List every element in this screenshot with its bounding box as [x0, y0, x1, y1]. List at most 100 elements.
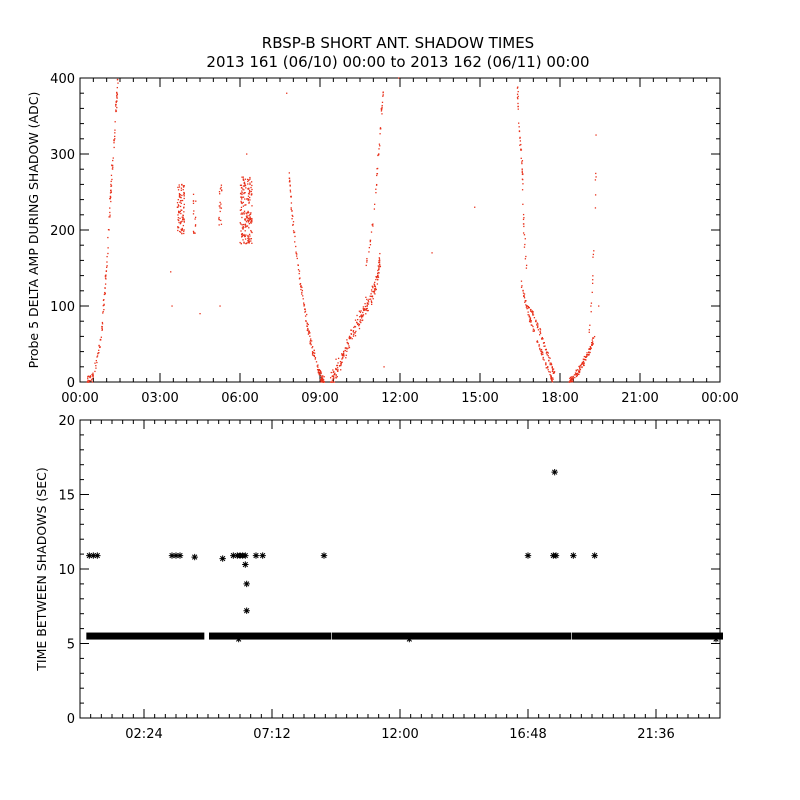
data-point	[179, 201, 181, 204]
data-point	[182, 186, 185, 188]
data-point	[318, 369, 320, 372]
data-point	[318, 373, 320, 376]
data-point	[177, 186, 179, 189]
x-tick-label: 18:00	[541, 391, 578, 406]
data-point	[336, 364, 338, 367]
data-point	[192, 202, 195, 205]
data-point	[541, 338, 543, 340]
data-point	[581, 366, 583, 368]
data-point	[542, 353, 544, 355]
data-point	[347, 347, 349, 349]
data-point	[243, 241, 245, 243]
data-point	[323, 381, 325, 383]
data-point	[381, 106, 383, 108]
data-point	[219, 210, 221, 213]
data-point	[246, 215, 248, 218]
data-point	[183, 229, 185, 231]
data-point	[575, 375, 578, 378]
data-point	[357, 318, 359, 321]
data-point	[353, 333, 355, 336]
data-point	[299, 277, 301, 279]
data-point	[241, 192, 243, 194]
data-point	[178, 211, 180, 214]
data-point	[250, 220, 253, 222]
data-point	[592, 341, 594, 343]
data-point	[246, 153, 248, 155]
data-point	[116, 100, 118, 102]
data-point	[191, 553, 198, 561]
data-point	[316, 365, 318, 367]
data-point	[179, 194, 182, 196]
data-point	[250, 238, 253, 240]
data-point	[319, 371, 321, 373]
data-point	[101, 321, 104, 324]
data-point	[529, 319, 531, 321]
data-point	[359, 320, 361, 323]
data-point	[373, 283, 375, 285]
data-point	[406, 635, 413, 643]
data-point	[88, 379, 90, 382]
data-point	[545, 367, 547, 369]
y-tick-label: 20	[58, 414, 75, 429]
data-point	[538, 345, 540, 347]
data-point	[540, 350, 542, 352]
data-point	[192, 200, 195, 202]
data-point	[335, 377, 337, 379]
data-point	[183, 185, 186, 187]
data-point	[248, 227, 250, 229]
data-point	[244, 238, 247, 240]
data-point	[250, 212, 252, 214]
data-point	[333, 376, 335, 378]
data-point	[251, 217, 253, 220]
data-point	[321, 379, 323, 382]
data-point	[320, 381, 323, 383]
plot-frame	[79, 419, 721, 719]
data-point	[539, 347, 541, 350]
data-point	[595, 134, 597, 136]
data-point	[116, 78, 119, 81]
data-point	[178, 219, 180, 222]
data-point	[298, 270, 301, 272]
data-point	[95, 359, 97, 362]
data-point	[109, 214, 111, 216]
data-point	[299, 283, 301, 285]
data-point	[321, 375, 323, 378]
data-point	[320, 374, 322, 377]
data-point	[114, 121, 116, 123]
data-point	[92, 372, 94, 374]
data-point	[580, 364, 582, 366]
data-point	[298, 278, 301, 280]
data-point	[337, 370, 339, 372]
data-point	[248, 193, 251, 195]
data-point	[551, 468, 558, 476]
data-point	[354, 335, 357, 337]
data-point	[338, 365, 341, 367]
data-point	[356, 314, 358, 317]
data-point	[377, 154, 379, 157]
data-point	[522, 218, 525, 221]
data-point	[105, 270, 107, 273]
data-point	[358, 327, 361, 330]
data-point	[523, 246, 526, 248]
data-point	[244, 191, 246, 194]
data-point	[335, 376, 337, 378]
data-point	[552, 377, 554, 379]
data-point	[517, 95, 519, 98]
data-point	[248, 239, 250, 241]
data-point	[533, 329, 535, 331]
data-point	[243, 189, 245, 191]
data-point	[250, 194, 253, 196]
data-point	[582, 363, 584, 365]
data-point	[183, 232, 185, 235]
data-point	[345, 357, 347, 359]
data-point	[519, 144, 521, 146]
data-point	[307, 328, 309, 331]
data-point	[359, 319, 362, 321]
data-point	[354, 319, 357, 321]
data-point	[582, 362, 584, 365]
data-point	[183, 203, 185, 206]
data-point	[177, 204, 180, 206]
data-point	[241, 198, 243, 200]
data-point	[378, 260, 380, 262]
data-point	[177, 219, 179, 221]
